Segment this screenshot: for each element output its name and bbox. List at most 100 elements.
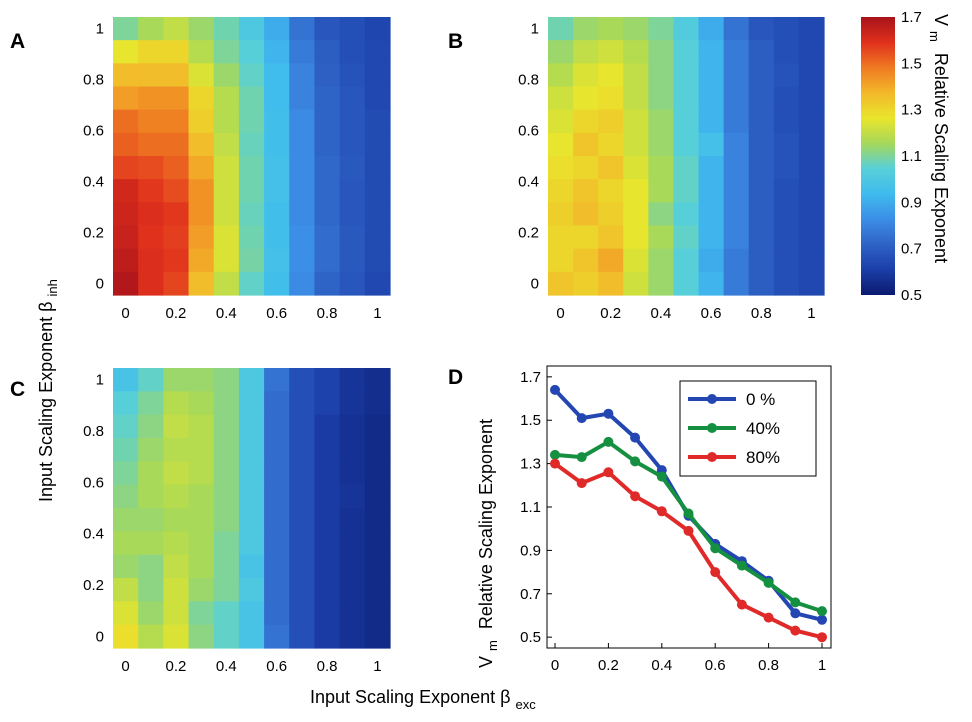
heatmap-cell	[339, 391, 366, 416]
heatmap-cell	[163, 578, 190, 602]
legend-marker	[707, 423, 717, 433]
heatmap-cell	[264, 414, 290, 439]
heatmap-cell	[598, 179, 624, 203]
heatmap-cell	[673, 202, 700, 227]
heatmap-cell	[748, 86, 775, 111]
data-point	[550, 449, 560, 460]
data-point	[736, 560, 747, 571]
colorbar-title-v: V	[931, 14, 951, 26]
heatmap-cell	[548, 271, 574, 296]
heatmap-cell	[314, 508, 341, 532]
heatmap-cell	[364, 202, 391, 227]
heatmap-cell	[213, 461, 240, 486]
heatmap-cell	[213, 40, 240, 64]
y-tick-label: 0.5	[520, 629, 541, 646]
heatmap-cell	[163, 248, 190, 273]
heatmap-cell	[289, 484, 316, 509]
heatmap-cell	[163, 601, 190, 626]
heatmap-cell	[598, 63, 624, 88]
y-tick-label: 0.4	[83, 526, 104, 543]
heatmap-cell	[188, 601, 215, 626]
x-tick-label: 0.8	[317, 658, 338, 675]
heatmap-cell	[188, 17, 215, 41]
colorbar: 1.7 1.5 1.3 1.1 0.9 0.7 0.5	[861, 9, 922, 304]
heatmap-cell	[113, 109, 139, 134]
heatmap-cell	[289, 17, 316, 41]
heatmap-cell	[289, 624, 316, 649]
data-point	[603, 467, 614, 478]
data-point	[683, 508, 694, 519]
heatmap-cell	[289, 156, 316, 180]
heatmap-cell	[188, 624, 215, 649]
heatmap-cell	[138, 248, 164, 273]
heatmap-cell	[163, 438, 190, 462]
heatmap-cell	[314, 624, 341, 649]
heatmap-cell	[264, 578, 290, 602]
heatmap-cell	[138, 414, 164, 439]
heatmap-cell	[339, 508, 366, 532]
heatmap-cell	[623, 179, 649, 203]
heatmap-cell	[573, 17, 599, 41]
heatmap-cell	[364, 248, 391, 273]
heatmap-cell	[113, 132, 139, 157]
heatmap-cell	[289, 109, 316, 134]
heatmap-cell	[339, 368, 366, 392]
heatmap-cell	[138, 601, 164, 626]
heatmap-cell	[773, 248, 800, 273]
heatmap-cell	[289, 63, 316, 88]
data-point	[630, 432, 641, 443]
heatmap-cell	[188, 554, 215, 579]
heatmap-cell	[723, 271, 750, 296]
legend-label: 80%	[746, 448, 780, 467]
heatmap-cell	[289, 248, 316, 273]
heatmap-cell	[289, 438, 316, 462]
heatmap-cell	[163, 414, 190, 439]
heatmap-cell	[623, 225, 649, 250]
heatmap-cell	[213, 86, 240, 111]
heatmap-cell	[163, 40, 190, 64]
y-tick-label: 0.4	[83, 173, 104, 190]
heatmap-cell	[188, 461, 215, 486]
heatmap-cell	[748, 179, 775, 203]
heatmap-cell	[113, 624, 139, 649]
line-chart-d: 0 0.2 0.4 0.6 0.8 1 1.7 1.5 1.3 1.1 0.9 0.7 0.5 0 % 40…	[520, 365, 832, 674]
heatmap-cell	[138, 202, 164, 227]
heatmap-cell	[314, 368, 341, 392]
y-tick-label: 0.2	[518, 224, 539, 241]
heatmap-cell	[188, 225, 215, 250]
heatmap-cell	[748, 132, 775, 157]
heatmap-cell	[798, 40, 825, 64]
data-point	[710, 543, 721, 554]
heatmap-cell	[314, 531, 341, 556]
heatmap-cell	[213, 508, 240, 532]
heatmap-cell	[364, 368, 391, 392]
data-point	[817, 606, 827, 617]
colorbar-tick-label: 0.7	[901, 241, 922, 258]
heatmap-cell	[264, 484, 290, 509]
heatmap-cell	[673, 17, 700, 41]
heatmap-cell	[264, 531, 290, 556]
heatmap-cell	[698, 17, 725, 41]
colorbar-title-rest: Relative Scaling Exponent	[931, 53, 951, 263]
data-point	[790, 597, 801, 608]
heatmap-cell	[213, 624, 240, 649]
heatmap-cell	[623, 63, 649, 88]
heatmap-cell	[648, 202, 675, 227]
heatmap-cell	[698, 202, 725, 227]
heatmap-cell	[364, 508, 391, 532]
heatmap-cell	[723, 179, 750, 203]
heatmap-cell	[138, 368, 164, 392]
heatmap-cell	[673, 248, 700, 273]
heatmap-cell	[188, 578, 215, 602]
heatmap-cell	[364, 132, 391, 157]
heatmap-cell	[213, 63, 240, 88]
heatmap-cell	[698, 63, 725, 88]
heatmap-cell	[673, 86, 700, 111]
y-tick-label: 0.2	[83, 224, 104, 241]
x-tick-label: 1	[818, 657, 826, 674]
x-tick-label: 0	[121, 658, 129, 675]
x-tick-label: 0.6	[266, 658, 287, 675]
heatmap-cell	[773, 86, 800, 111]
heatmap-cell	[748, 17, 775, 41]
heatmap-cell	[673, 271, 700, 296]
